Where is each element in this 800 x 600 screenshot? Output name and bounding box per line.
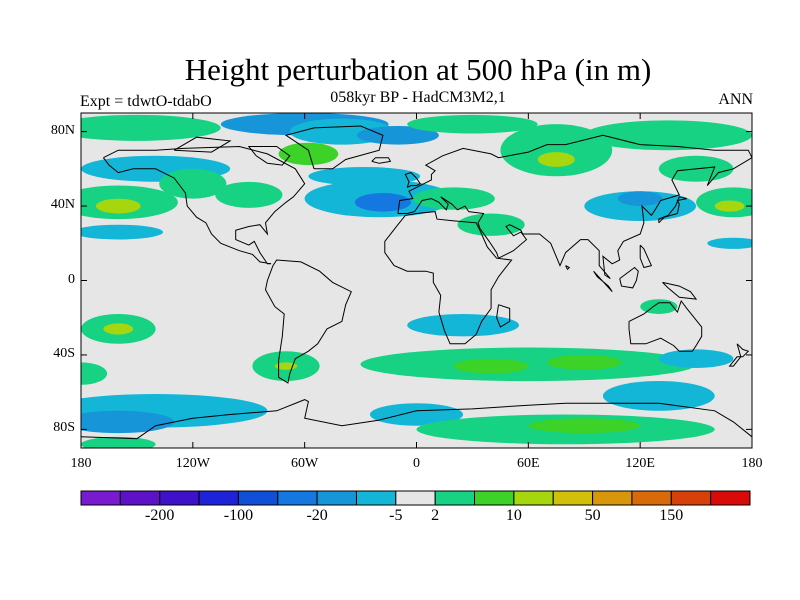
anomaly-region — [81, 114, 221, 141]
coastline — [103, 145, 306, 265]
colorbar-swatch — [277, 490, 318, 506]
lon-label: 60W — [291, 456, 319, 471]
season-label: ANN — [718, 91, 753, 108]
coastline — [496, 304, 511, 328]
coastline — [264, 259, 352, 384]
anomaly-region — [407, 114, 538, 134]
anomaly-region — [354, 193, 411, 212]
colorbar-swatch — [513, 490, 554, 506]
colorbar-swatch — [474, 490, 515, 506]
anomaly-region — [714, 200, 745, 212]
colorbar — [80, 490, 751, 506]
colorbar-label: -20 — [306, 507, 328, 524]
lat-label: 80N — [50, 122, 75, 138]
lon-label: 180 — [741, 456, 763, 471]
colorbar-swatch — [670, 490, 712, 506]
anomaly-region — [584, 120, 752, 151]
anomaly-region — [412, 187, 495, 210]
anomaly-region — [547, 355, 622, 370]
coastline — [619, 266, 639, 289]
coastline — [728, 343, 750, 367]
coastline — [404, 172, 421, 188]
coastline — [384, 211, 513, 345]
colorbar-swatch — [710, 490, 751, 506]
colorbar-label: -200 — [145, 507, 175, 524]
anomaly-region — [500, 124, 613, 177]
anomaly-region — [602, 381, 715, 411]
colorbar-swatch — [198, 490, 239, 506]
coastline — [658, 196, 687, 224]
colorbar-swatch — [316, 490, 357, 506]
anomaly-region — [707, 237, 752, 249]
anomaly-region — [81, 436, 156, 448]
coastline — [593, 270, 613, 293]
coastline — [565, 265, 571, 271]
coastline — [247, 146, 291, 166]
colorbar-swatch — [592, 490, 633, 506]
coastline — [397, 134, 752, 280]
anomaly-region — [537, 152, 575, 167]
axis-ticks — [80, 113, 753, 448]
lat-label: 0 — [68, 271, 75, 287]
anomaly-region — [457, 213, 525, 236]
anomaly-region — [215, 181, 283, 208]
colorbar-label: 150 — [659, 507, 684, 524]
lat-label: 40N — [50, 197, 75, 213]
coastline — [173, 136, 232, 153]
colorbar-swatch — [237, 490, 279, 506]
anomaly-region — [103, 323, 134, 335]
coastline — [81, 399, 752, 440]
anomaly-region — [617, 191, 663, 207]
coastlines — [81, 125, 752, 440]
coastline — [639, 244, 653, 269]
anomaly-region — [658, 349, 734, 369]
anomaly-region — [407, 314, 519, 337]
anomaly-region — [453, 358, 529, 374]
lon-label: 180 — [70, 456, 92, 471]
anomaly-region — [640, 299, 678, 314]
map-subtitle: 058kyr BP - HadCM3M2,1 — [330, 89, 506, 106]
lat-label: 40S — [53, 345, 75, 361]
colorbar-label: -5 — [389, 507, 403, 524]
anomaly-region — [159, 168, 227, 199]
lon-label: 120W — [175, 456, 210, 471]
anomaly-region — [95, 198, 141, 214]
anomaly-region — [81, 362, 108, 385]
colorbar-label: 2 — [431, 507, 440, 524]
colorbar-label: -100 — [223, 507, 254, 524]
colorbar-label: 10 — [505, 507, 522, 524]
colorbar-swatch — [355, 490, 397, 506]
experiment-label: Expt = tdwtO-tdabO — [80, 93, 212, 110]
map-title: Height perturbation at 500 hPa (in m) — [184, 52, 652, 87]
coastline — [662, 281, 698, 300]
lon-label: 0 — [413, 456, 420, 471]
colorbar-label: 50 — [584, 507, 601, 524]
colorbar-swatch — [159, 490, 200, 506]
coastline — [371, 157, 392, 164]
colorbar-swatch — [80, 490, 121, 506]
colorbar-swatch — [395, 490, 436, 506]
anomaly-region — [81, 224, 163, 240]
anomaly-region — [360, 347, 697, 382]
lon-label: 60E — [517, 456, 540, 471]
lon-label: 120E — [625, 456, 655, 471]
anomaly-region — [369, 403, 464, 426]
anomaly-region — [81, 410, 175, 434]
colorbar-swatch — [119, 490, 161, 506]
colorbar-swatch — [552, 490, 594, 506]
colorbar-swatch — [434, 490, 476, 506]
colorbar-swatch — [631, 490, 672, 506]
coastline — [628, 299, 703, 352]
anomaly-region — [356, 126, 439, 145]
lat-label: 80S — [53, 420, 75, 436]
anomaly-region — [528, 418, 641, 434]
anomaly-region — [308, 167, 421, 186]
height-anomaly-field — [81, 113, 752, 448]
coastline — [284, 125, 384, 170]
anomaly-region — [278, 142, 339, 166]
